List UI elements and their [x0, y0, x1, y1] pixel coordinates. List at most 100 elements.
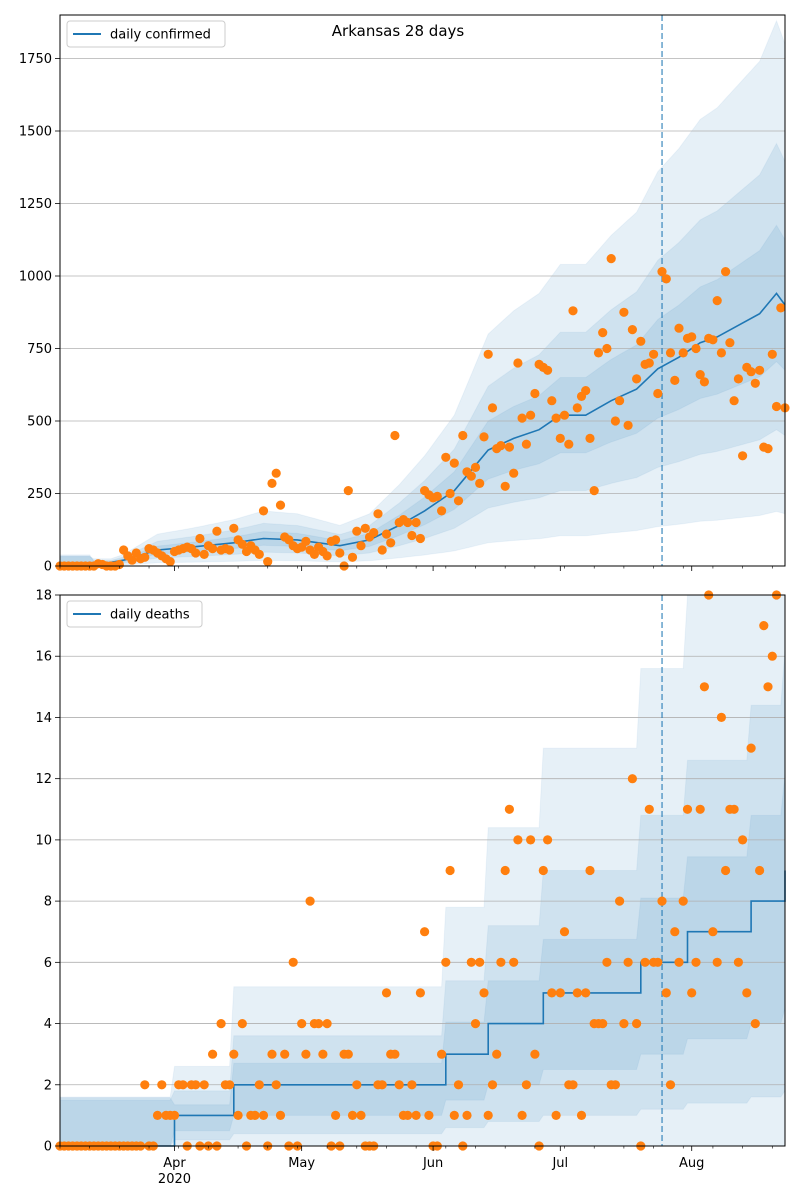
data-point — [640, 957, 650, 967]
data-point — [500, 481, 510, 491]
data-point — [271, 1080, 281, 1090]
data-point — [581, 988, 591, 998]
data-point — [152, 1110, 163, 1120]
y-tick-label: 1500 — [19, 125, 52, 140]
data-point — [386, 538, 396, 548]
data-point — [636, 336, 646, 346]
data-point — [513, 835, 523, 845]
data-point — [572, 988, 582, 998]
data-point — [530, 1049, 540, 1059]
deaths-bands — [59, 594, 786, 1147]
data-point — [191, 548, 201, 558]
data-point — [420, 927, 430, 937]
legend-label: daily deaths — [110, 608, 190, 623]
confirmed-y-axis: 0 250 500 750 1000 1250 1500 1750 — [19, 52, 60, 575]
data-point — [288, 957, 298, 967]
data-point — [424, 1110, 434, 1120]
data-point — [738, 835, 748, 845]
data-point — [699, 377, 710, 387]
deaths-legend: daily deaths — [66, 600, 203, 628]
data-point — [543, 365, 553, 375]
data-point — [564, 439, 574, 449]
data-point — [691, 343, 701, 354]
data-point — [352, 526, 362, 536]
data-point — [449, 458, 459, 468]
data-point — [521, 439, 532, 449]
data-point — [453, 496, 464, 506]
data-point — [729, 804, 739, 814]
data-point — [615, 396, 625, 406]
data-point — [140, 1080, 150, 1090]
data-point — [585, 865, 595, 876]
data-point — [721, 865, 731, 876]
data-point — [687, 988, 697, 998]
data-point — [742, 988, 752, 998]
data-point — [373, 509, 383, 519]
y-tick-label: 16 — [35, 650, 52, 665]
data-point — [526, 410, 536, 420]
y-tick-label: 10 — [35, 833, 52, 848]
data-point — [314, 1019, 324, 1029]
x-tick-sublabel: 2020 — [158, 1172, 191, 1187]
data-point — [657, 267, 667, 277]
data-point — [178, 1080, 188, 1090]
data-point — [551, 413, 561, 423]
data-point — [763, 444, 773, 454]
data-point — [725, 338, 735, 348]
data-point — [716, 712, 727, 723]
y-tick-label: 1250 — [19, 197, 52, 212]
data-point — [568, 306, 578, 316]
data-point — [776, 303, 786, 313]
y-tick-label: 1000 — [19, 270, 52, 285]
data-point — [543, 835, 553, 845]
data-point — [258, 506, 269, 516]
data-point — [623, 957, 633, 967]
data-point — [466, 471, 476, 481]
data-point — [369, 528, 379, 538]
data-point — [602, 957, 612, 967]
data-point — [521, 1080, 532, 1090]
data-point — [275, 500, 286, 510]
y-tick-label: 14 — [35, 711, 52, 726]
data-point — [513, 358, 523, 368]
data-point — [225, 1080, 235, 1090]
data-point — [716, 348, 727, 358]
data-point — [585, 433, 595, 443]
data-point — [682, 804, 693, 814]
data-point — [589, 486, 599, 496]
data-point — [526, 835, 536, 845]
data-point — [309, 549, 319, 560]
data-point — [687, 332, 697, 342]
y-tick-label: 4 — [44, 1017, 52, 1032]
data-point — [377, 545, 387, 555]
data-point — [322, 551, 332, 561]
data-point — [649, 349, 659, 359]
data-point — [674, 957, 684, 967]
data-point — [738, 451, 748, 461]
data-point — [301, 536, 311, 547]
data-point — [407, 1080, 417, 1090]
data-point — [755, 365, 765, 375]
y-tick-label: 0 — [44, 560, 52, 575]
data-point — [318, 1049, 328, 1059]
y-tick-label: 6 — [44, 956, 52, 971]
data-point — [475, 478, 485, 488]
data-point — [678, 896, 688, 906]
data-point — [665, 1080, 676, 1090]
data-point — [708, 927, 718, 937]
data-point — [759, 621, 769, 631]
data-point — [254, 1080, 264, 1090]
data-point — [568, 1080, 578, 1090]
data-point — [632, 374, 642, 384]
data-point — [606, 254, 616, 264]
data-point — [403, 517, 413, 528]
data-point — [432, 491, 442, 501]
data-point — [415, 988, 425, 998]
data-point — [390, 1049, 400, 1059]
y-tick-label: 18 — [35, 589, 52, 604]
data-point — [593, 348, 604, 358]
data-point — [767, 651, 777, 661]
data-point — [470, 1019, 481, 1029]
data-point — [258, 1110, 269, 1120]
